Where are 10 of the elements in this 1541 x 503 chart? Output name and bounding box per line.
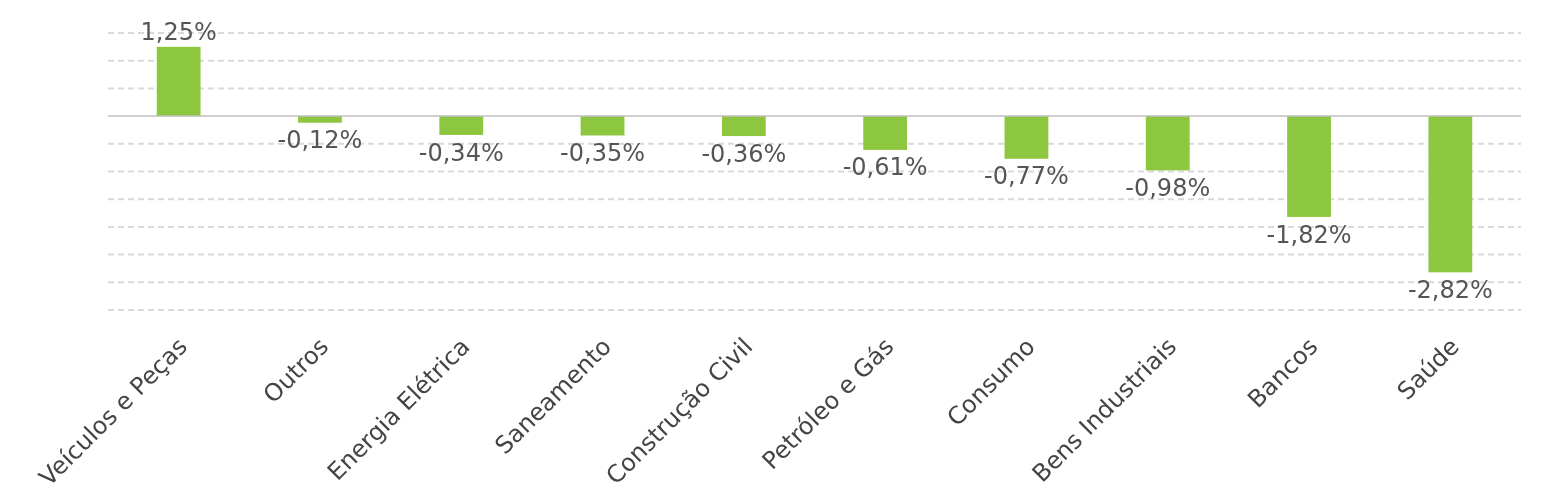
data-label: -0,12% xyxy=(277,126,363,155)
data-label: -0,77% xyxy=(984,162,1069,191)
data-label: -2,82% xyxy=(1407,275,1493,304)
data-label: -0,35% xyxy=(560,139,645,168)
data-label: -0,36% xyxy=(701,139,787,168)
data-label: -0,61% xyxy=(842,153,928,182)
data-label: -0,98% xyxy=(1125,173,1211,202)
data-label: -1,82% xyxy=(1266,220,1352,249)
data-label: 1,25% xyxy=(140,17,217,46)
data-label: -0,34% xyxy=(418,138,504,167)
